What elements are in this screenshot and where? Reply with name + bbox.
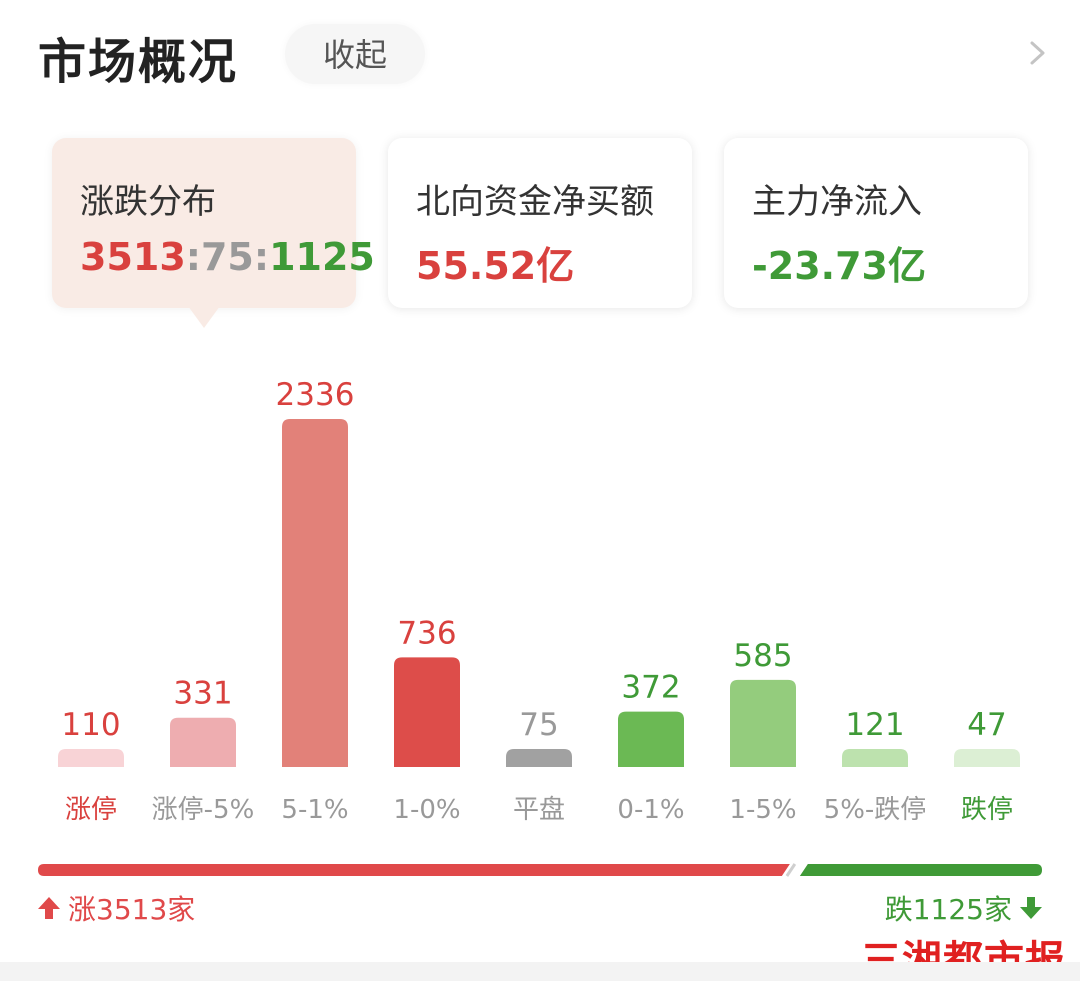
fall-summary: 跌1125家 xyxy=(885,888,1044,928)
bar-value-label: 75 xyxy=(519,707,558,743)
distribution-bar-chart: 110 涨停 331 涨停-5% 2336 5-1% 736 1-0% 75 平盘 372 0-1% 5… xyxy=(58,377,1020,825)
bar-value-label: 372 xyxy=(621,670,680,706)
rise-summary: 涨3513家 xyxy=(36,888,195,928)
category-label: 1-5% xyxy=(729,795,796,825)
bar-value-label: 110 xyxy=(61,707,120,743)
category-label: 跌停 xyxy=(961,795,1013,825)
rise-count: 3513 xyxy=(80,235,186,279)
bar-2 xyxy=(282,419,348,767)
category-label: 1-0% xyxy=(393,795,460,825)
category-label: 5-1% xyxy=(281,795,348,825)
card-main-net-inflow[interactable]: 主力净流入 -23.73亿 xyxy=(724,138,1028,308)
bar-0 xyxy=(58,749,124,767)
footer-strip xyxy=(0,962,1080,981)
header: 市场概况 收起 xyxy=(0,0,1080,110)
fall-summary-label: 跌1125家 xyxy=(884,893,1012,926)
bar-3 xyxy=(394,657,460,767)
rise-summary-label: 涨3513家 xyxy=(68,893,196,926)
fall-count: 1125 xyxy=(269,235,375,279)
bar-5 xyxy=(618,711,684,767)
fall-segment xyxy=(799,864,1042,876)
arrow-up-icon xyxy=(38,897,60,919)
bar-value-label: 331 xyxy=(173,676,232,712)
category-label: 0-1% xyxy=(617,795,684,825)
card-pointer xyxy=(188,306,220,328)
flat-count: 75 xyxy=(200,235,254,279)
card-northbound-net-buy[interactable]: 北向资金净买额 55.52亿 xyxy=(388,138,692,308)
category-label: 涨停 xyxy=(65,795,117,825)
card-label: 主力净流入 xyxy=(752,182,922,222)
arrow-down-icon xyxy=(1020,897,1042,919)
bar-value-label: 47 xyxy=(967,707,1006,743)
bar-6 xyxy=(730,679,796,767)
bar-value-label: 121 xyxy=(845,707,904,743)
category-label: 5%-跌停 xyxy=(824,795,927,825)
bar-8 xyxy=(954,749,1020,767)
card-rise-fall-distribution[interactable]: 涨跌分布 3513:75:1125 xyxy=(52,138,375,308)
card-label: 涨跌分布 xyxy=(80,182,216,222)
rise-fall-ratio-bar xyxy=(38,863,1042,877)
ratio-separator xyxy=(785,863,797,877)
separator: : xyxy=(185,235,201,279)
bar-value-label: 736 xyxy=(397,615,456,651)
bar-value-label: 2336 xyxy=(276,377,355,413)
bar-value-label: 585 xyxy=(733,638,792,674)
card-value: 3513:75:1125 xyxy=(80,235,375,279)
card-value: -23.73亿 xyxy=(752,244,926,288)
chevron-right-icon[interactable] xyxy=(1024,40,1050,66)
bar-4 xyxy=(506,749,572,767)
collapse-button[interactable]: 收起 xyxy=(285,24,425,84)
card-value: 55.52亿 xyxy=(416,244,575,288)
separator: : xyxy=(253,235,270,279)
category-label: 涨停-5% xyxy=(152,795,255,825)
bar-1 xyxy=(170,717,236,767)
page-title: 市场概况 xyxy=(38,34,239,90)
bar-7 xyxy=(842,748,908,767)
rise-segment xyxy=(38,864,790,876)
category-label: 平盘 xyxy=(513,795,565,825)
card-label: 北向资金净买额 xyxy=(416,182,654,222)
